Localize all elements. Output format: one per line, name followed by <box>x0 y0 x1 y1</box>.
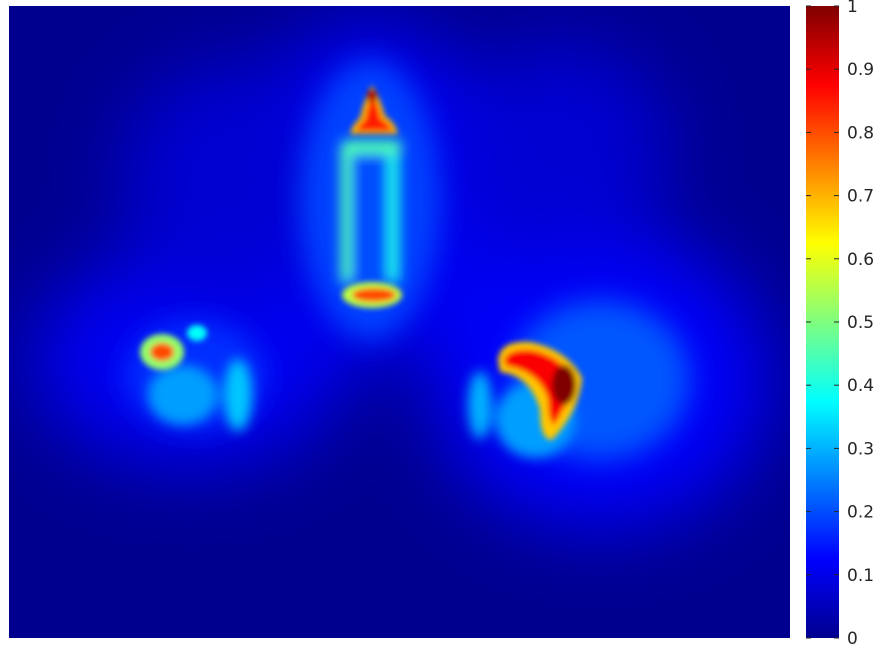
colorbar-tick-label: 0.6 <box>847 250 874 270</box>
bottle-base <box>352 288 396 302</box>
left-object-lower-glow <box>148 365 218 425</box>
colorbar-ticks: 0 0.1 0.2 0.3 0.4 0.5 0.6 0.7 0.8 0.9 1 <box>806 0 874 645</box>
heatmap-field <box>30 20 770 530</box>
bottle-shoulder <box>345 140 400 154</box>
colorbar-tick-label: 0.4 <box>847 376 874 396</box>
colorbar-tick-label: 0.7 <box>847 187 874 207</box>
colorbar: 0 0.1 0.2 0.3 0.4 0.5 0.6 0.7 0.8 0.9 1 <box>806 0 874 645</box>
left-object <box>150 343 174 361</box>
heatmap-glow-broad-blob <box>450 40 670 260</box>
bottle-tip <box>367 89 377 103</box>
colorbar-tick-label: 0.2 <box>847 503 874 523</box>
left-object-side-glow <box>224 359 252 431</box>
colorbar-tick-label: 1 <box>847 0 858 17</box>
left-object-top-blob <box>187 325 207 341</box>
colorbar-tick-label: 0.1 <box>847 566 874 586</box>
right-object-core <box>552 365 576 405</box>
right-object <box>504 349 574 425</box>
heatmap-glow-broad-blob <box>120 60 340 300</box>
heatmap-hotspots <box>140 85 582 440</box>
colorbar-tick-label: 0.3 <box>847 439 874 459</box>
bottle-top <box>357 95 392 131</box>
colorbar-tick-label: 0 <box>847 629 858 645</box>
colorbar-gradient <box>806 6 839 638</box>
colorbar-tick-label: 0.8 <box>847 123 874 143</box>
bottle-body <box>148 140 575 458</box>
colorbar-tick-label: 0.5 <box>847 313 874 333</box>
right-object-left-glow <box>468 371 492 439</box>
bottle-body-left-edge <box>341 145 351 280</box>
colorbar-tick-label: 0.9 <box>847 60 874 80</box>
bottle-body-right-edge <box>388 145 398 280</box>
heatmap-plot-area <box>9 6 790 638</box>
